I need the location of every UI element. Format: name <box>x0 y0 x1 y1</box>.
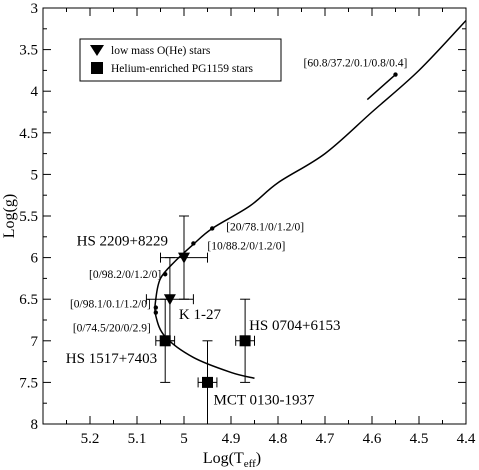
y-tick-label: 5 <box>31 167 39 183</box>
track-marker-label: [0/98.1/0.1/1.2/0] <box>70 299 151 311</box>
y-tick-label: 3.5 <box>19 43 38 59</box>
track-marker-label: [0/74.5/20/0/2.9] <box>73 323 151 335</box>
track-marker-labels: [60.8/37.2/0.1/0.8/0.4] [20/78.1/0/1.2/0]… <box>70 58 407 335</box>
evolutionary-track-hook <box>366 73 396 101</box>
y-tick-label: 7.5 <box>19 375 38 391</box>
ohe-star-marker <box>178 252 190 264</box>
x-tick-label: 4.6 <box>363 431 382 447</box>
legend-triangle-marker <box>90 45 104 56</box>
y-tick-label: 5.5 <box>19 209 38 225</box>
x-tick-label: 4.8 <box>269 431 288 447</box>
pg1159-star-marker <box>202 376 213 388</box>
y-tick-label: 3 <box>31 1 39 17</box>
x-tick-label: 5.1 <box>128 431 147 447</box>
x-axis-title-subscript: eff <box>244 458 256 470</box>
axis-tick-labels: 5.2 5.1 5 4.9 4.8 4.7 4.6 4.5 4.4 3 3.5 4 4.5 5 5.5 6 6.… <box>19 1 476 447</box>
star-label: MCT 0130-1937 <box>214 392 315 408</box>
axis-ticks <box>43 7 467 425</box>
star-label: HS 2209+8229 <box>77 234 168 250</box>
y-tick-label: 7 <box>31 334 39 350</box>
track-marker-label: [60.8/37.2/0.1/0.8/0.4] <box>304 58 408 70</box>
legend-box <box>79 38 282 82</box>
track-marker-label: [10/88.2/0/1.2/0] <box>207 240 285 252</box>
x-tick-label: 4.7 <box>316 431 335 447</box>
legend-square-marker <box>91 62 103 74</box>
star-label: K 1-27 <box>179 307 222 323</box>
y-tick-label: 4.5 <box>19 126 38 142</box>
y-tick-label: 8 <box>31 417 39 433</box>
star-label: HS 1517+7403 <box>66 351 157 367</box>
pg1159-star-marker <box>159 335 171 347</box>
pg1159-star-marker <box>239 335 251 347</box>
star-label: HS 0704+6153 <box>249 318 340 334</box>
track-marker-dot <box>393 72 398 77</box>
y-tick-label: 4 <box>31 84 39 100</box>
track-marker-dot <box>153 310 158 315</box>
x-tick-label: 4.5 <box>410 431 429 447</box>
x-axis-title: Log(Teff) <box>203 450 261 470</box>
legend-label-ohe: low mass O(He) stars <box>111 45 211 57</box>
track-marker-label: [20/78.1/0/1.2/0] <box>226 221 304 233</box>
track-marker-dot <box>153 305 158 310</box>
x-axis-title-close: ) <box>256 450 261 467</box>
star-markers-layer: HS 2209+8229 K 1-27 HS 0704+6153 HS 1517+74… <box>66 215 340 425</box>
track-marker-dot <box>191 241 196 246</box>
y-tick-label: 6 <box>31 251 39 267</box>
track-marker-dot <box>210 226 215 231</box>
track-marker-label: [0/98.2/0/1.2/0] <box>89 269 161 281</box>
x-tick-label: 5 <box>180 431 188 447</box>
x-tick-label: 4.4 <box>457 431 476 447</box>
legend: low mass O(He) stars Helium-enriched PG1… <box>79 38 282 82</box>
y-axis-title: Log(g) <box>1 194 18 238</box>
y-tick-label: 6.5 <box>19 292 38 308</box>
evolutionary-track-line <box>154 19 467 379</box>
legend-label-pg1159: Helium-enriched PG1159 stars <box>111 63 254 75</box>
evolutionary-track-layer <box>153 19 467 379</box>
x-tick-label: 5.2 <box>81 431 100 447</box>
x-tick-label: 4.9 <box>222 431 241 447</box>
track-marker-dot <box>163 272 168 277</box>
